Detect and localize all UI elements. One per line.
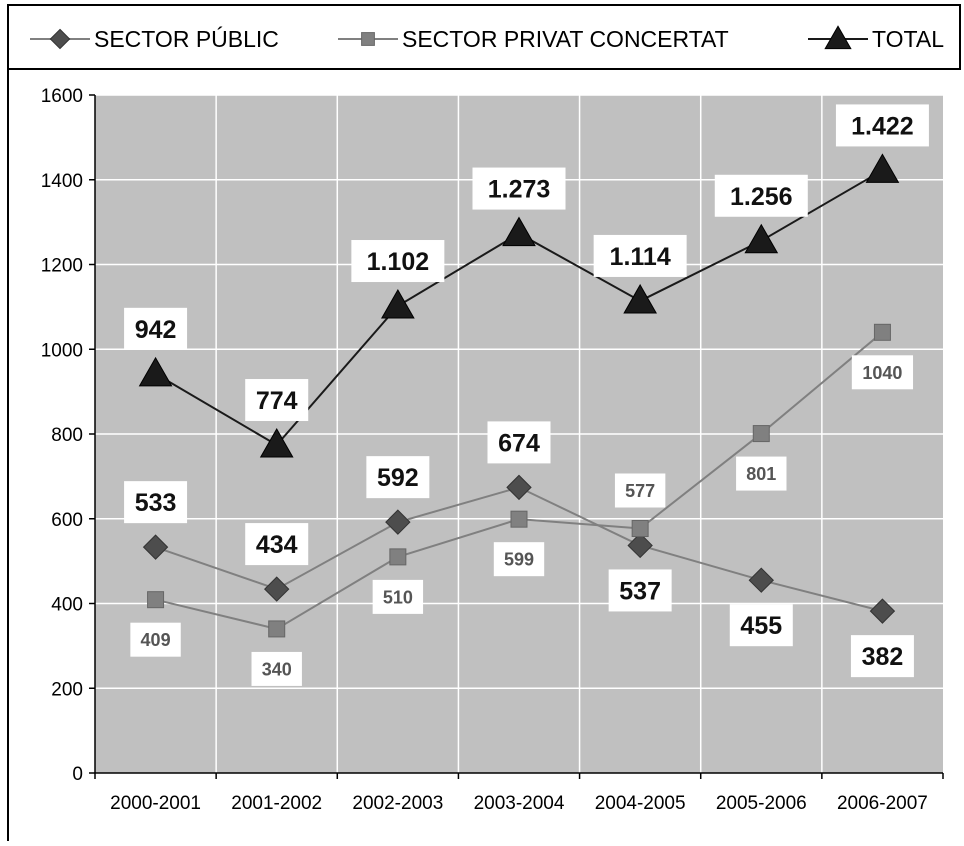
data-point-s2-6 (865, 153, 900, 183)
legend-marker-2 (824, 25, 852, 50)
data-label-box-s2-3 (472, 167, 566, 210)
data-label: 801 (746, 464, 776, 484)
legend-label-0: SECTOR PÚBLIC (94, 26, 279, 52)
x-tick-label: 2005-2006 (716, 793, 807, 814)
data-label-box-s0-2 (366, 456, 430, 499)
data-point-s0-3 (506, 474, 532, 501)
data-point-s0-6 (869, 598, 896, 624)
data-label: 942 (135, 316, 177, 344)
data-label: 533 (135, 489, 177, 517)
y-tick-label: 1600 (41, 86, 83, 107)
data-label: 340 (262, 659, 292, 679)
data-point-s2-5 (744, 223, 779, 254)
legend-marker-0 (49, 28, 71, 50)
data-point-s1-3 (510, 510, 528, 528)
data-label-box-s2-0 (124, 307, 188, 350)
x-tick-label: 2006-2007 (837, 793, 928, 814)
data-label-box-s0-1 (245, 523, 309, 566)
y-tick-label: 0 (72, 764, 83, 785)
data-point-s1-4 (631, 519, 649, 537)
x-tick-label: 2004-2005 (595, 793, 686, 814)
data-label-box-s1-0 (130, 622, 181, 657)
data-label-box-s2-1 (245, 379, 309, 422)
data-point-s2-0 (138, 356, 173, 387)
data-label: 455 (740, 612, 782, 640)
data-label-box-s1-1 (251, 651, 302, 686)
x-tick-label: 2002-2003 (352, 793, 443, 814)
data-label: 510 (383, 587, 413, 607)
legend-label-1: SECTOR PRIVAT CONCERTAT (402, 26, 729, 52)
gridlines (95, 94, 943, 773)
data-label: 1.102 (367, 248, 430, 276)
data-point-s1-2 (389, 548, 407, 566)
data-point-s0-5 (748, 567, 774, 593)
data-label: 774 (256, 387, 298, 415)
data-point-s1-0 (147, 591, 165, 609)
data-point-s2-2 (380, 289, 415, 319)
data-label-box-s1-2 (372, 579, 424, 614)
y-tick-label: 800 (51, 425, 83, 446)
data-label-box-s0-3 (487, 421, 551, 464)
data-label: 577 (625, 481, 655, 501)
data-label-box-s0-6 (850, 635, 914, 678)
legend: SECTOR PÚBLIC SECTOR PRIVAT CONCERTAT TOTA… (7, 4, 961, 70)
data-label: 592 (377, 464, 419, 492)
y-tick-label: 400 (51, 595, 83, 616)
data-point-s0-4 (627, 532, 653, 559)
y-tick-label: 1400 (41, 171, 83, 192)
data-point-s1-5 (752, 425, 770, 443)
legend-marker-1 (361, 32, 375, 46)
data-label-box-s1-5 (736, 456, 787, 491)
data-label: 409 (141, 630, 171, 650)
x-tick-label: 2001-2002 (231, 793, 322, 814)
data-label-box-s2-2 (351, 240, 445, 283)
data-label-box-s0-5 (729, 604, 793, 647)
data-label: 537 (619, 577, 661, 605)
x-tick-label: 2000-2001 (110, 793, 201, 814)
data-label-box-s0-0 (124, 481, 188, 524)
data-label: 1040 (862, 363, 902, 383)
data-point-s2-3 (502, 216, 536, 247)
data-label: 1.114 (610, 243, 671, 271)
data-point-s2-1 (259, 428, 294, 458)
data-label-box-s2-4 (593, 234, 687, 277)
data-label-box-s1-3 (493, 542, 545, 577)
data-labels: 533 434 592 674 537 455 382 409 340 510 599 577 801 1… (124, 104, 929, 686)
legend-label-2: TOTAL (872, 26, 944, 52)
data-label: 382 (862, 643, 904, 671)
x-tick-label: 2003-2004 (474, 793, 565, 814)
data-label-box-s1-6 (851, 355, 914, 390)
legend-box (7, 4, 961, 70)
data-point-s1-1 (268, 620, 286, 638)
y-tick-label: 1000 (41, 340, 83, 361)
data-point-s0-0 (142, 534, 169, 560)
axes: 0 200 400 600 800 1000 1200 1400 1600 2000-2001 20… (41, 86, 944, 814)
data-label-box-s1-4 (614, 473, 666, 508)
data-label: 674 (498, 429, 540, 457)
data-label-box-s0-4 (608, 569, 672, 612)
y-tick-label: 600 (51, 510, 83, 531)
data-label-box-s2-5 (714, 174, 808, 217)
y-tick-label: 200 (51, 679, 83, 700)
series-markers (138, 153, 900, 638)
data-point-s1-6 (873, 323, 891, 341)
y-tick-label: 1200 (41, 256, 83, 277)
data-label-box-s2-6 (835, 104, 929, 147)
data-label: 1.273 (488, 176, 551, 204)
data-label: 434 (256, 531, 298, 559)
data-point-s2-4 (623, 283, 658, 314)
data-label: 599 (504, 550, 534, 570)
data-label: 1.256 (730, 183, 793, 211)
data-point-s0-2 (385, 509, 411, 535)
data-label: 1.422 (851, 112, 914, 140)
data-point-s0-1 (264, 576, 290, 602)
